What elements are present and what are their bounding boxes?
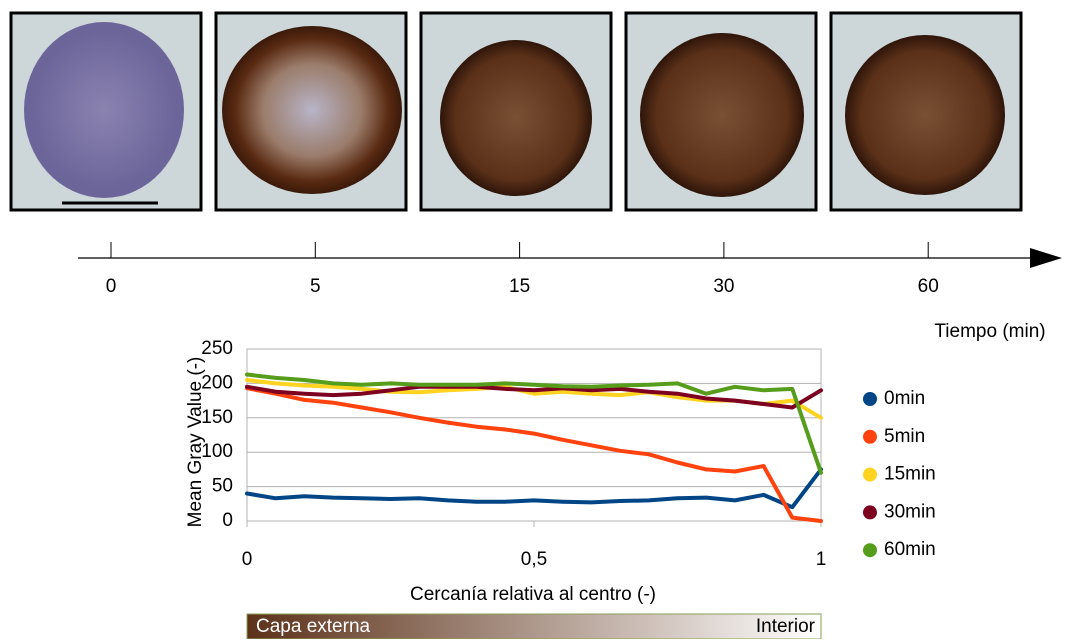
timeline-label: 5 — [310, 276, 321, 297]
y-tick-label: 150 — [201, 407, 233, 428]
timeline-label: 60 — [918, 276, 939, 297]
page: Tiempo (min) Capa externa Interior Cerca… — [0, 0, 1069, 644]
y-tick-label: 50 — [212, 476, 233, 497]
legend-label: 60min — [884, 539, 936, 560]
x-tick-label: 0,5 — [521, 549, 547, 570]
legend-swatch — [863, 430, 877, 444]
gradient-left-label: Capa externa — [256, 616, 371, 637]
y-tick-label: 100 — [201, 441, 233, 462]
figure: Tiempo (min) Capa externa Interior Cerca… — [0, 0, 1069, 639]
x-tick-label: 1 — [816, 549, 827, 570]
x-tick-label: 0 — [242, 549, 253, 570]
series-line — [247, 469, 821, 507]
legend-label: 15min — [884, 464, 936, 485]
timeline-label: 30 — [713, 276, 734, 297]
legend-swatch — [863, 505, 877, 519]
legend-swatch — [863, 543, 877, 557]
timeline-label: 15 — [509, 276, 530, 297]
x-axis-title: Cercanía relativa al centro (-) — [410, 584, 656, 605]
timeline-label: 0 — [106, 276, 117, 297]
y-tick-label: 200 — [201, 372, 233, 393]
legend-label: 30min — [884, 501, 936, 522]
y-tick-label: 0 — [222, 510, 233, 531]
timeline-title: Tiempo (min) — [934, 321, 1045, 342]
legend-label: 5min — [884, 426, 925, 447]
gradient-right-label: Interior — [756, 616, 816, 637]
legend-swatch — [863, 468, 877, 482]
y-tick-label: 250 — [201, 338, 233, 359]
timeline — [78, 248, 1062, 268]
legend-label: 0min — [884, 388, 925, 409]
legend-swatch — [863, 392, 877, 406]
micrographs — [11, 13, 1021, 210]
